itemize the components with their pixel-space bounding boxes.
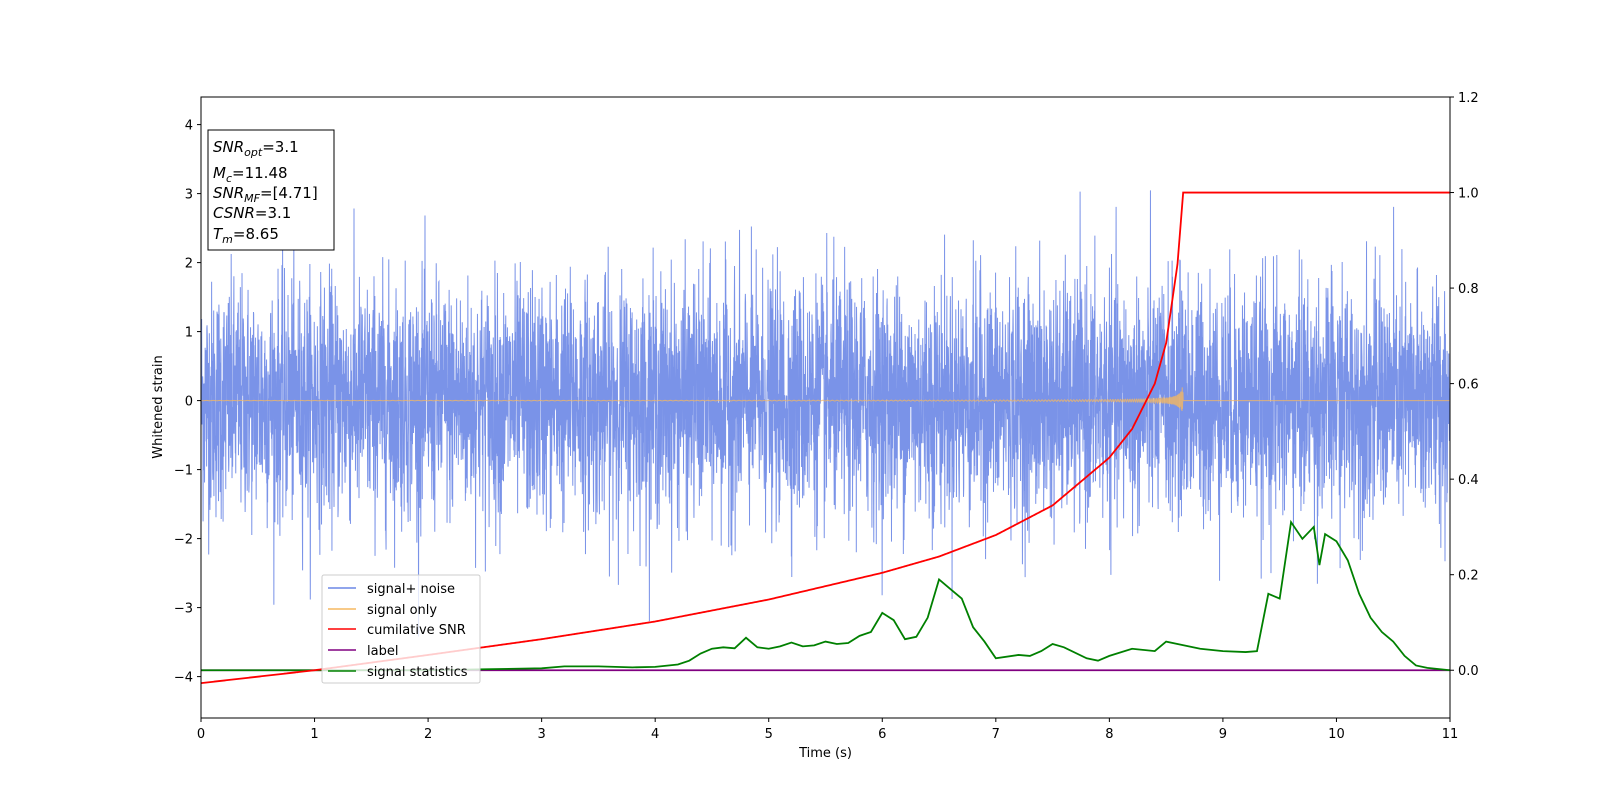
y-tick-label-left: −2 bbox=[174, 533, 193, 548]
legend-label-statistics: signal statistics bbox=[367, 665, 468, 680]
y-tick-label-left: 4 bbox=[185, 119, 193, 134]
x-tick-label: 11 bbox=[1442, 727, 1459, 742]
y-tick-label-right: 0.0 bbox=[1458, 664, 1479, 679]
x-tick-label: 10 bbox=[1328, 727, 1345, 742]
y-axis-label: Whitened strain bbox=[151, 355, 166, 458]
y-tick-label-left: −1 bbox=[174, 464, 193, 479]
y-tick-label-right: 1.2 bbox=[1458, 91, 1479, 106]
legend-label-cumulative: cumilative SNR bbox=[367, 623, 466, 638]
series-signal-only bbox=[201, 387, 1450, 411]
y-tick-label-left: −3 bbox=[174, 602, 193, 617]
y-tick-label-right: 0.4 bbox=[1458, 473, 1479, 488]
legend: signal+ noise signal only cumilative SNR… bbox=[321, 574, 481, 684]
y-tick-label-left: 2 bbox=[185, 257, 193, 272]
x-tick-label: 5 bbox=[765, 727, 773, 742]
x-axis-label: Time (s) bbox=[798, 746, 852, 761]
y-tick-label-right: 0.8 bbox=[1458, 282, 1479, 297]
legend-label-label: label bbox=[367, 644, 398, 659]
info-snr-mf: SNRMF=[4.71] bbox=[213, 184, 318, 205]
info-tm: Tm=8.65 bbox=[213, 225, 279, 246]
legend-label-noise: signal+ noise bbox=[367, 582, 455, 597]
x-tick-label: 7 bbox=[992, 727, 1000, 742]
y-tick-label-left: 3 bbox=[185, 188, 193, 203]
x-tick-label: 8 bbox=[1105, 727, 1113, 742]
x-tick-label: 0 bbox=[197, 727, 205, 742]
x-tick-label: 6 bbox=[878, 727, 886, 742]
y-tick-label-right: 0.6 bbox=[1458, 378, 1479, 393]
y-tick-label-right: 0.2 bbox=[1458, 569, 1479, 584]
info-csnr: CSNR=3.1 bbox=[213, 204, 291, 222]
x-tick-label: 3 bbox=[537, 727, 545, 742]
y-tick-label-right: 1.0 bbox=[1458, 187, 1479, 202]
x-tick-label: 4 bbox=[651, 727, 659, 742]
series-signal-noise bbox=[201, 190, 1450, 637]
y-tick-label-left: 1 bbox=[185, 326, 193, 341]
plot-frame bbox=[200, 96, 1451, 719]
info-snr-opt: SNRopt=3.1 bbox=[213, 138, 299, 159]
x-tick-label: 1 bbox=[310, 727, 318, 742]
legend-label-signal: signal only bbox=[367, 603, 437, 618]
x-tick-label: 9 bbox=[1219, 727, 1227, 742]
y-tick-label-left: −4 bbox=[174, 671, 193, 686]
info-box: SNRopt=3.1 Mc=11.48 SNRMF=[4.71] CSNR=3.… bbox=[207, 129, 335, 251]
info-mc: Mc=11.48 bbox=[213, 164, 288, 185]
x-tick-label: 2 bbox=[424, 727, 432, 742]
series-signal-statistics bbox=[201, 519, 1450, 672]
y-tick-label-left: 0 bbox=[185, 395, 193, 410]
